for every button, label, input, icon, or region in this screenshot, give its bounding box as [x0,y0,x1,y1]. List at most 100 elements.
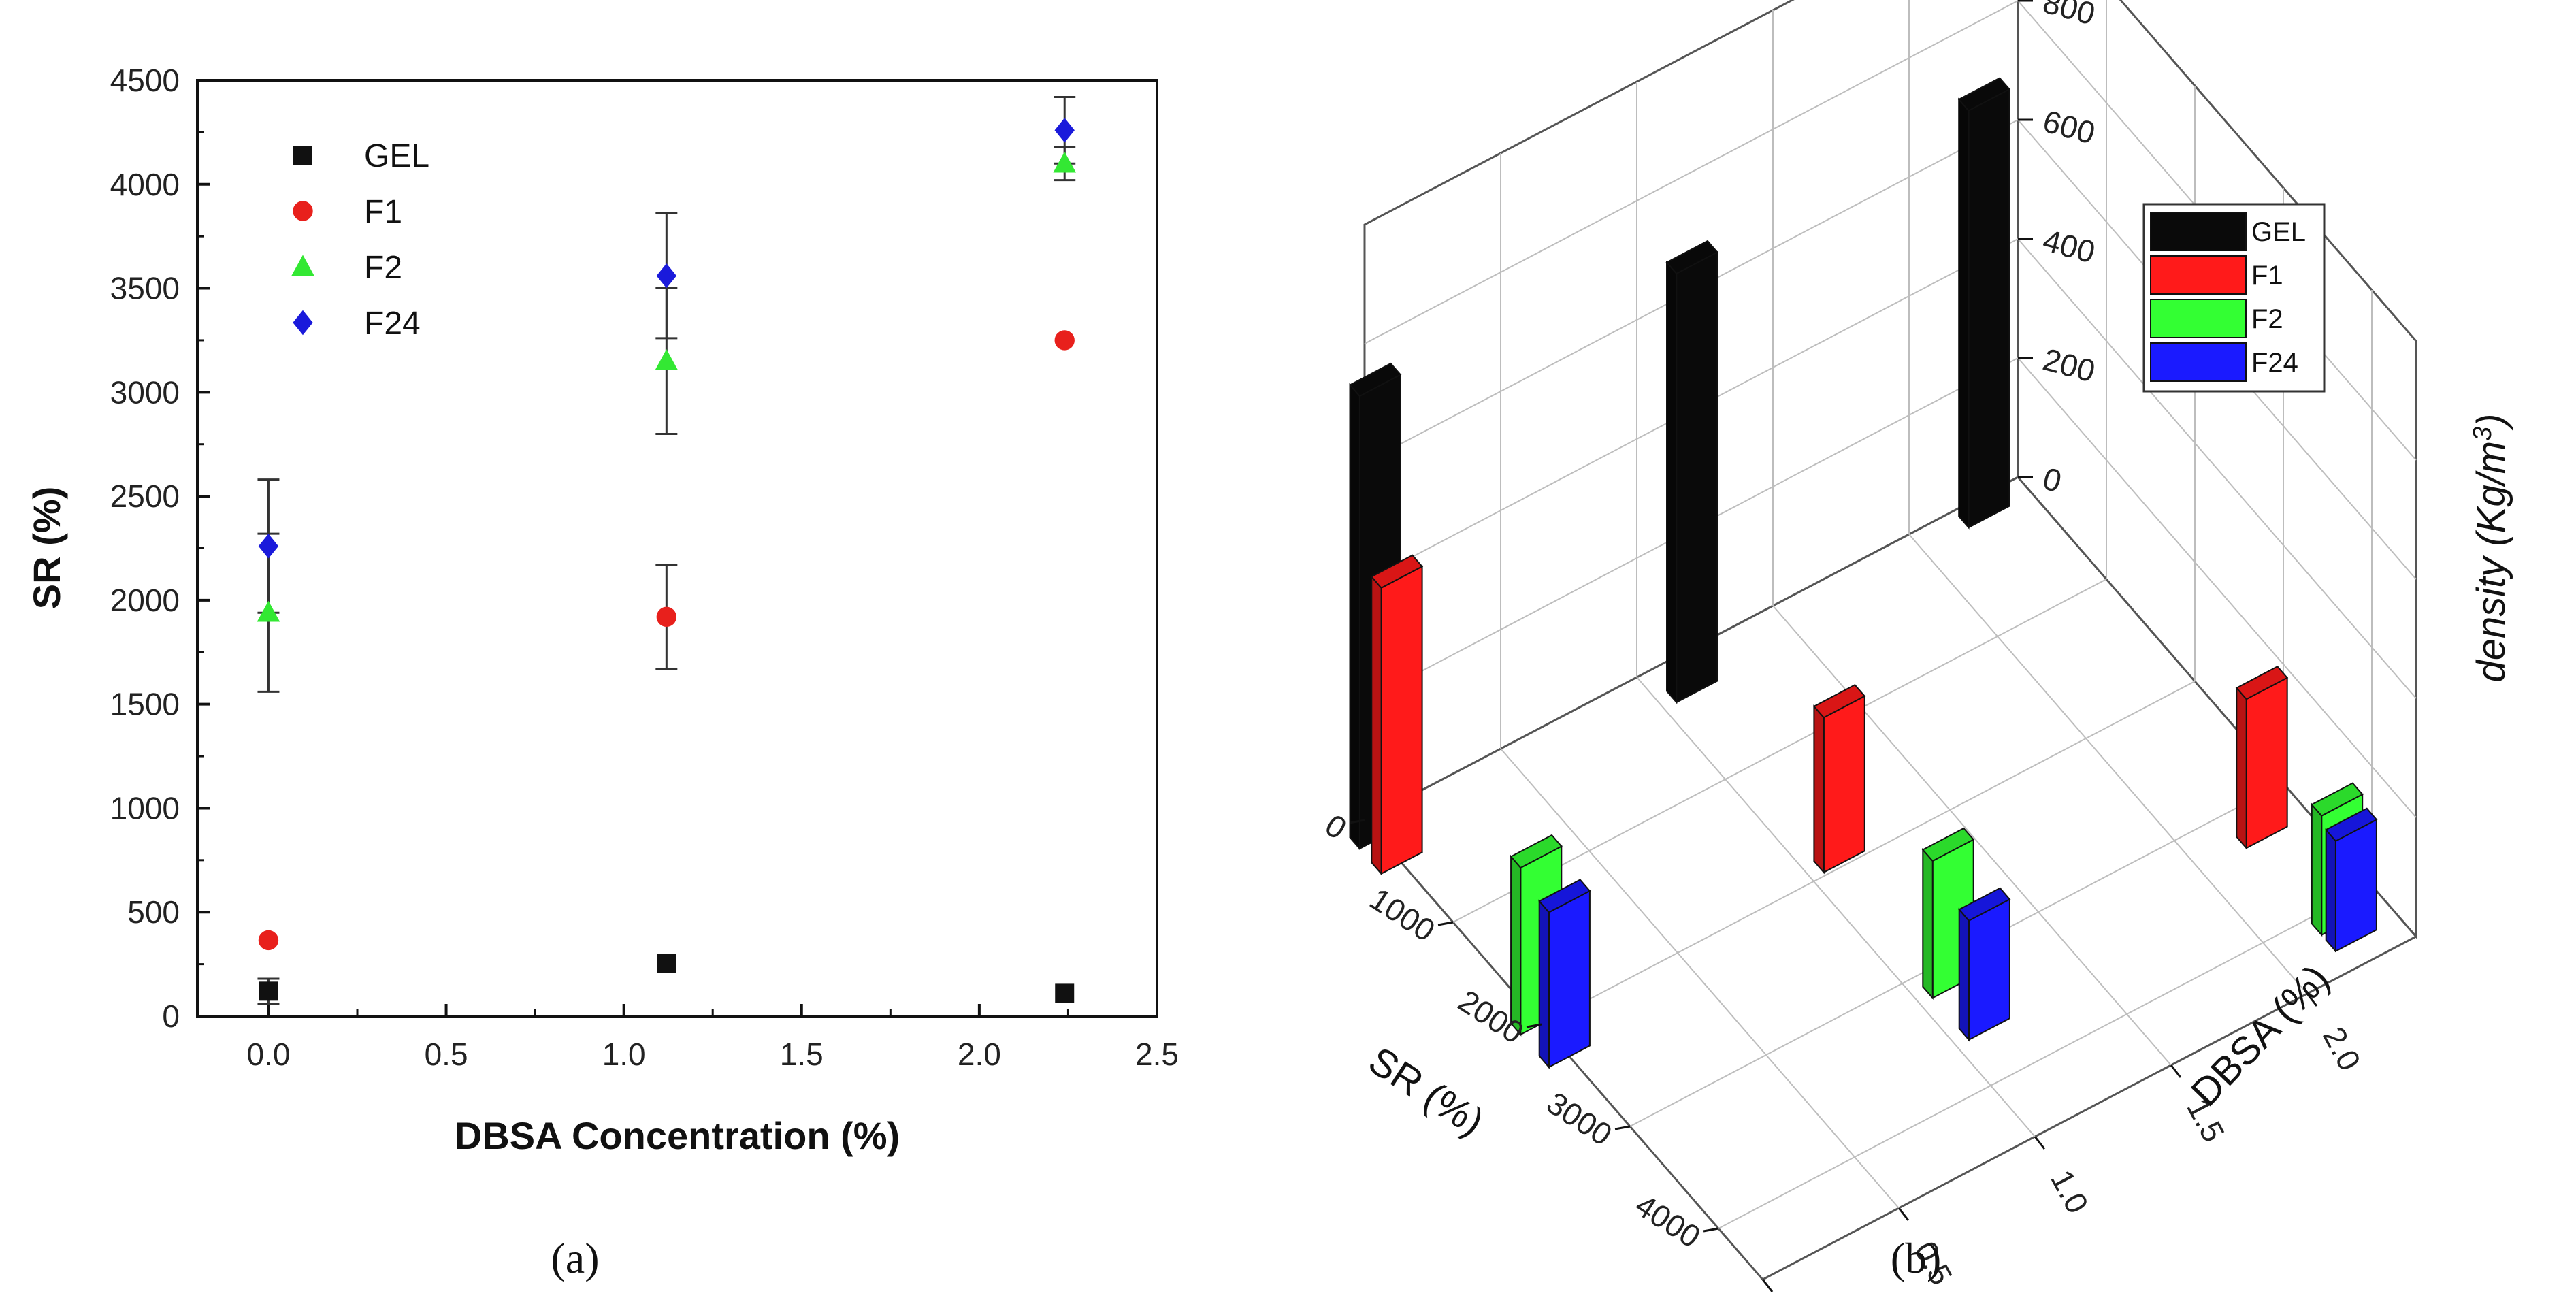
bar-side-face [1813,704,1825,875]
x-tick-label: 0.0 [246,1037,290,1072]
y-tick-mark-b [1897,1207,1910,1221]
bar-front-face [1380,565,1423,875]
bar-f1 [2235,666,2289,850]
grid-line [2017,238,2417,699]
x-axis-label-b: SR (%) [1361,1038,1492,1144]
grid-line [1908,534,2308,994]
bar-side-face [1958,907,1970,1042]
bar-front-face [1968,88,2010,529]
bar-f1 [1812,684,1866,875]
bar-gel [1665,240,1718,704]
bar-gel [1957,77,2011,530]
bar-side-face [2236,686,2247,850]
legend-label-f1: F1 [2251,261,2283,291]
point-gel [259,981,278,1001]
bar-f24 [1538,879,1591,1069]
y-axis-label-a: SR (%) [25,487,68,609]
y-tick-label: 4000 [110,167,180,202]
y-tick-mark-b [2306,993,2318,1007]
bar-side-face [2311,802,2323,937]
legend-swatch-f2 [2150,299,2247,338]
bar-front-face [1676,250,1718,704]
bar-side-face [1922,847,1934,1000]
bar-top-face [2311,782,2364,817]
legend-a: GEL F1 F2 F24 [291,138,429,342]
y-tick-mark-b [1761,1279,1774,1292]
point-f24 [656,263,677,289]
point-f1 [258,930,279,951]
bar-side-face [1371,574,1382,876]
legend-label-f24: F24 [2251,348,2298,378]
bar-front-face [1823,695,1865,874]
legend-label-f2: F2 [2251,304,2283,334]
z-axis-label-sup: 3 [2468,427,2497,441]
grid-line [1718,885,2373,1229]
y-tick-mark-b [2034,1136,2046,1150]
legend-swatch-gel [2150,212,2247,251]
bar-side-face [1958,97,1970,530]
bar-f1 [1370,554,1424,876]
bar-front-face [1968,898,2010,1041]
point-f1 [1054,330,1075,351]
grid-line [1500,748,1900,1209]
legend-label-gel: GEL [2251,217,2306,247]
y-tick-label: 4500 [110,63,180,98]
legend-swatch-f1 [2150,255,2247,295]
y-tick-label: 2500 [110,478,180,514]
panel-a-scatter: 0.0 0.5 1.0 1.5 2.0 2.5 0 500 1000 1500 2000 2500 30… [25,63,1179,1282]
legend-marker-f1 [293,201,313,221]
bar-top-face [1958,887,2011,922]
legend-swatch-f24 [2150,342,2247,382]
x-tick-label: 2.0 [958,1037,1001,1072]
x-tick-mark-b [1349,819,1365,824]
legend-b: GEL F1 F2 F24 [2142,203,2326,393]
x-tick-label: 1.0 [602,1037,646,1072]
plot-a-frame [196,79,1158,1018]
y-tick-label: 3500 [110,271,180,306]
z-axis-label-b: density (Kg/m3) [2468,413,2513,682]
panel-label-b: (b) [1891,1234,1942,1282]
grid-line [1541,681,2196,1025]
bar-top-face [2235,666,2289,700]
z-axis-label-main: density (Kg/m [2469,441,2513,683]
x-tick-label: 0.5 [425,1037,468,1072]
y-tick-label-b: 1.0 [2044,1164,2096,1219]
panel-b-3d-bar: 010002000300040000.00.51.01.52.002004006… [1319,0,2513,1292]
bar-side-face [2325,828,2336,954]
y-tick-label-b: 2.0 [2316,1021,2368,1076]
bar-top-face [1348,362,1402,397]
bar-top-face [1510,834,1563,869]
bar-top-face [1538,879,1591,913]
point-f24 [258,534,279,559]
bar-top-face [1957,77,2011,112]
legend-marker-gel [293,146,312,165]
x-tick-label: 1.5 [780,1037,824,1072]
bar-side-face [1666,260,1678,704]
bar-top-face [1665,240,1718,275]
y-tick-mark-b [2170,1064,2182,1078]
point-gel [1055,983,1075,1003]
point-f2 [655,349,679,370]
legend-label-gel: GEL [364,138,429,174]
y-tick-label: 3000 [110,374,180,410]
bar-f24 [2325,807,2378,954]
point-gel [657,954,676,973]
point-f2 [257,600,280,622]
walls-b [1363,0,2418,1281]
grid-line [1772,605,2172,1066]
bar-front-face [2334,818,2377,953]
x-tick-label-b: 0 [1319,807,1353,847]
y-tick-label: 500 [127,894,180,930]
bar-side-face [1538,899,1550,1069]
x-tick-mark-b [1703,1227,1719,1233]
y-tick-label: 0 [162,998,180,1034]
legend-marker-f2 [291,255,314,276]
y-tick-label: 1000 [110,790,180,826]
legend-label-f1: F1 [364,194,402,230]
point-f24 [1054,118,1075,143]
bar-front-face [2245,677,2288,849]
legend-marker-f24 [293,310,313,336]
bar-side-face [1349,383,1360,851]
y-tick-label: 1500 [110,687,180,722]
bar-top-face [2325,807,2378,842]
